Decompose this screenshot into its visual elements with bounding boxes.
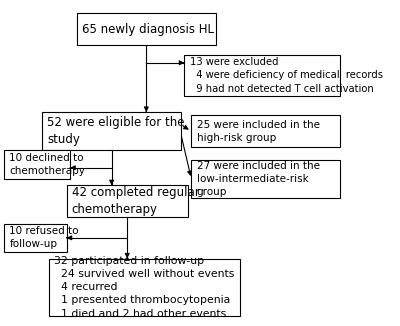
Text: 32 participated in follow-up
  24 survived well without events
  4 recurred
  1 : 32 participated in follow-up 24 survived… [54,256,235,319]
FancyBboxPatch shape [191,115,340,147]
Text: 10 refused to
follow-up: 10 refused to follow-up [9,226,79,249]
FancyBboxPatch shape [49,259,240,316]
Text: 52 were eligible for the
study: 52 were eligible for the study [48,116,185,146]
Text: 42 completed regular
chemotherapy: 42 completed regular chemotherapy [72,186,200,216]
FancyBboxPatch shape [4,224,66,252]
FancyBboxPatch shape [66,185,188,217]
FancyBboxPatch shape [184,55,340,96]
FancyBboxPatch shape [191,160,340,198]
FancyBboxPatch shape [77,13,216,45]
FancyBboxPatch shape [4,150,70,179]
Text: 10 declined to
chemotherapy: 10 declined to chemotherapy [9,153,85,176]
Text: 13 were excluded
  4 were deficiency of medical  records
  9 had not detected T : 13 were excluded 4 were deficiency of me… [190,57,383,94]
Text: 25 were included in the
high-risk group: 25 were included in the high-risk group [196,120,320,143]
FancyBboxPatch shape [42,112,181,150]
Text: 27 were included in the
low-intermediate-risk
group: 27 were included in the low-intermediate… [196,161,320,197]
Text: 65 newly diagnosis HL: 65 newly diagnosis HL [82,23,214,36]
